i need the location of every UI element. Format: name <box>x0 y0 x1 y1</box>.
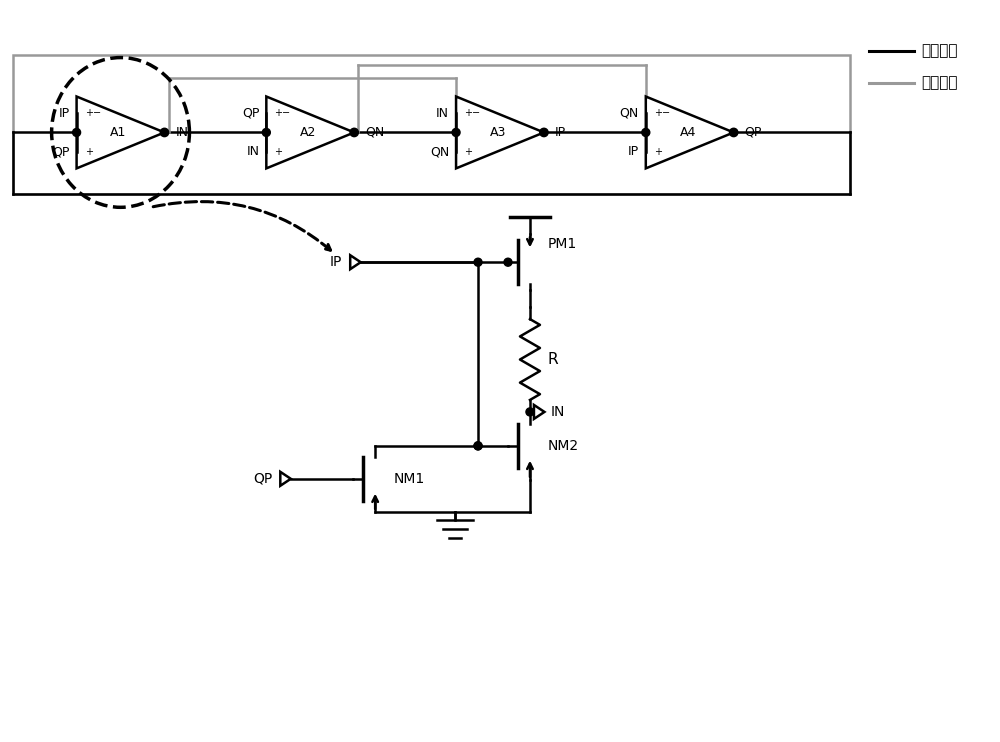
Text: IP: IP <box>58 107 70 119</box>
Text: +: + <box>85 147 93 157</box>
Text: IN: IN <box>175 126 188 139</box>
Text: +: + <box>464 147 472 157</box>
Text: IN: IN <box>436 107 449 119</box>
Text: A2: A2 <box>300 126 316 139</box>
Text: PM1: PM1 <box>548 237 577 252</box>
Text: A1: A1 <box>110 126 127 139</box>
Text: 直接支路: 直接支路 <box>921 43 958 58</box>
Circle shape <box>504 258 512 266</box>
Text: A4: A4 <box>680 126 696 139</box>
Text: IP: IP <box>330 255 342 269</box>
Circle shape <box>540 128 548 137</box>
Circle shape <box>452 128 460 137</box>
Bar <box>13 55 850 194</box>
Text: R: R <box>548 352 559 367</box>
Circle shape <box>474 442 482 450</box>
Text: IN: IN <box>246 145 259 158</box>
Circle shape <box>350 128 358 137</box>
Text: QP: QP <box>52 145 70 158</box>
Text: QN: QN <box>620 107 639 119</box>
Text: +−: +− <box>654 108 670 118</box>
Text: QP: QP <box>745 126 762 139</box>
Text: 前馈支路: 前馈支路 <box>921 75 958 90</box>
Text: +−: +− <box>464 108 480 118</box>
Circle shape <box>474 442 482 450</box>
Circle shape <box>73 128 81 137</box>
Circle shape <box>160 128 169 137</box>
Text: +−: +− <box>274 108 290 118</box>
Circle shape <box>474 258 482 266</box>
Text: IP: IP <box>628 145 639 158</box>
Text: IN: IN <box>550 405 565 419</box>
Text: +: + <box>274 147 282 157</box>
Circle shape <box>642 128 650 137</box>
Text: QN: QN <box>365 126 384 139</box>
Circle shape <box>262 128 270 137</box>
Text: QN: QN <box>430 145 449 158</box>
Text: +: + <box>654 147 662 157</box>
Text: A3: A3 <box>490 126 506 139</box>
Text: +−: +− <box>85 108 101 118</box>
Text: QP: QP <box>242 107 259 119</box>
Text: NM2: NM2 <box>548 439 579 453</box>
Circle shape <box>526 408 534 416</box>
Circle shape <box>729 128 738 137</box>
Text: QP: QP <box>253 472 272 486</box>
Text: IP: IP <box>555 126 566 139</box>
Text: NM1: NM1 <box>393 472 424 486</box>
